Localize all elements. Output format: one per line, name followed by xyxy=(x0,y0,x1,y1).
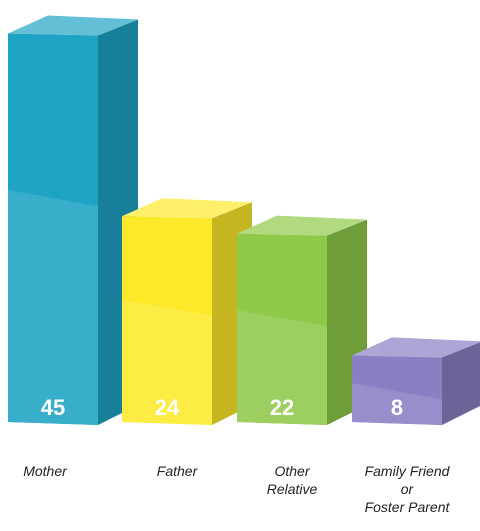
bar-front-light xyxy=(122,299,212,425)
category-label: Other Relative xyxy=(266,463,318,497)
bar xyxy=(352,337,480,425)
bar xyxy=(8,15,138,425)
value-label: 45 xyxy=(41,395,65,420)
bar-front-light xyxy=(237,310,327,425)
category-label: Mother xyxy=(23,463,67,479)
bar xyxy=(122,198,252,425)
value-label: 24 xyxy=(155,395,180,420)
bar-top xyxy=(8,15,138,36)
bar xyxy=(237,215,367,425)
bar-top xyxy=(237,215,367,236)
category-label: Father xyxy=(156,463,198,479)
value-label: 8 xyxy=(391,395,403,420)
bar-front-light xyxy=(352,383,442,425)
bar-top xyxy=(352,337,480,358)
category-label: Family Friend or Foster Parent xyxy=(364,463,450,515)
bar-top xyxy=(122,198,252,219)
bar-front-light xyxy=(8,190,98,425)
value-label: 22 xyxy=(270,395,294,420)
bar-side xyxy=(442,342,480,425)
